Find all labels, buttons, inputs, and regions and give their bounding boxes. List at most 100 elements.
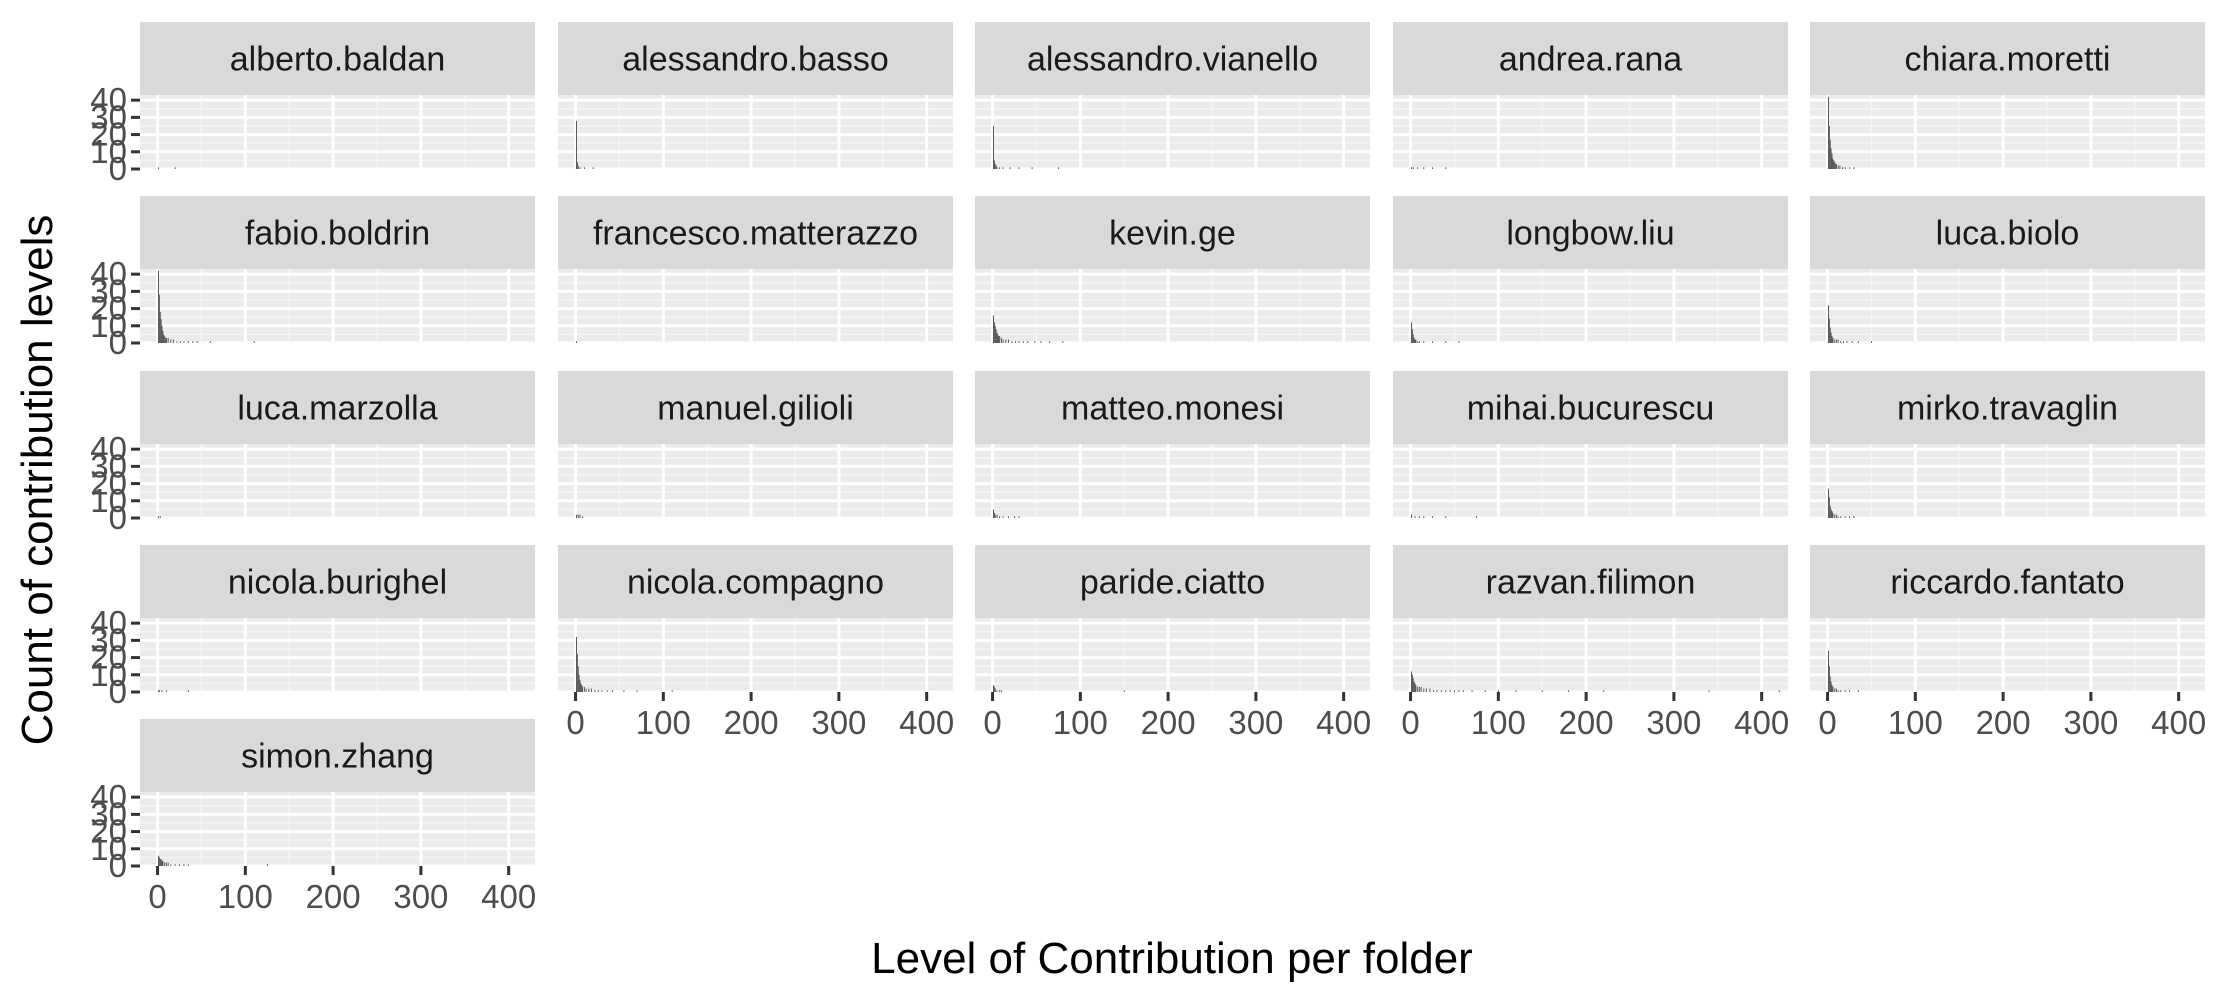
x-axis-title: Level of Contribution per folder bbox=[871, 934, 1473, 983]
histogram-bar bbox=[1432, 341, 1434, 343]
histogram-bar bbox=[995, 165, 997, 169]
facet-strip bbox=[1810, 545, 2205, 618]
facet-strip-label: andrea.rana bbox=[1499, 41, 1682, 79]
histogram-bar bbox=[1831, 685, 1833, 692]
facet-strip bbox=[558, 545, 953, 618]
histogram-bar bbox=[999, 336, 1001, 343]
histogram-bar bbox=[1445, 516, 1447, 518]
histogram-bar bbox=[1002, 516, 1004, 518]
histogram-bar bbox=[1454, 690, 1456, 692]
panel-background bbox=[975, 269, 1370, 343]
panel-background bbox=[1393, 444, 1788, 518]
panel-background bbox=[1393, 618, 1788, 692]
y-tick-label: 20 bbox=[90, 116, 127, 153]
histogram-bar bbox=[606, 690, 608, 692]
histogram-bar bbox=[159, 312, 161, 343]
x-tick-label: 400 bbox=[2151, 704, 2206, 741]
histogram-bar bbox=[1871, 341, 1873, 343]
histogram-bar bbox=[160, 318, 162, 343]
histogram-bar bbox=[1831, 336, 1833, 343]
histogram-bar bbox=[1840, 341, 1842, 343]
y-tick-label: 30 bbox=[90, 272, 127, 309]
histogram-bar bbox=[1831, 511, 1833, 518]
panel-background bbox=[975, 618, 1370, 692]
panel-background bbox=[140, 618, 535, 692]
panel-background bbox=[1810, 269, 2205, 343]
histogram-bar bbox=[994, 514, 996, 518]
histogram-bar bbox=[575, 514, 577, 518]
histogram-bar bbox=[1411, 674, 1413, 692]
x-tick-label: 100 bbox=[636, 704, 691, 741]
histogram-bar bbox=[1835, 514, 1837, 518]
histogram-bar bbox=[1828, 666, 1830, 692]
histogram-bar bbox=[1057, 167, 1059, 169]
histogram-bar bbox=[1832, 337, 1834, 343]
histogram-bar bbox=[157, 516, 159, 518]
facet-strip bbox=[975, 196, 1370, 269]
histogram-bar bbox=[583, 167, 585, 169]
facet-panel: manuel.gilioli bbox=[558, 371, 953, 520]
histogram-bar bbox=[158, 857, 160, 866]
facet-panel: chiara.moretti bbox=[1810, 22, 2205, 171]
histogram-bar bbox=[1449, 690, 1451, 692]
histogram-bar bbox=[1849, 167, 1851, 169]
histogram-bar bbox=[1829, 139, 1831, 169]
histogram-bar bbox=[1123, 690, 1125, 692]
histogram-bar bbox=[1835, 339, 1837, 343]
histogram-bar bbox=[174, 864, 176, 866]
x-tick-label: 300 bbox=[811, 704, 866, 741]
facet-strip-label: kevin.ge bbox=[1109, 215, 1236, 253]
histogram-bar bbox=[996, 332, 998, 343]
histogram-bar bbox=[1410, 167, 1412, 169]
x-tick-label: 200 bbox=[1141, 704, 1196, 741]
facet-strip-label: luca.marzolla bbox=[237, 390, 437, 428]
facet-strip bbox=[558, 22, 953, 95]
facet-panel: matteo.monesi bbox=[975, 371, 1370, 520]
y-tick-label: 30 bbox=[90, 795, 127, 832]
histogram-bar bbox=[159, 516, 161, 518]
histogram-bar bbox=[1049, 341, 1051, 343]
histogram-bar bbox=[1417, 686, 1419, 692]
histogram-bar bbox=[581, 685, 583, 692]
histogram-bar bbox=[1414, 683, 1416, 692]
facet-strip bbox=[1810, 22, 2205, 95]
histogram-bar bbox=[1423, 341, 1425, 343]
y-tick-label: 20 bbox=[90, 465, 127, 502]
facet-strip-label: razvan.filimon bbox=[1486, 564, 1696, 602]
histogram-bar bbox=[1445, 341, 1447, 343]
facet-strip-label: mirko.travaglin bbox=[1897, 390, 2118, 428]
histogram-bar bbox=[1440, 690, 1442, 692]
histogram-bar bbox=[1840, 690, 1842, 692]
y-tick-label: 0 bbox=[109, 847, 127, 884]
histogram-bar bbox=[1062, 341, 1064, 343]
facet-strip-label: alessandro.basso bbox=[622, 41, 889, 79]
histogram-bar bbox=[165, 690, 167, 692]
x-tick-label: 300 bbox=[1646, 704, 1701, 741]
histogram-bar bbox=[1436, 690, 1438, 692]
histogram-bar bbox=[1423, 167, 1425, 169]
x-tick-label: 0 bbox=[1818, 704, 1836, 741]
histogram-bar bbox=[1458, 690, 1460, 692]
histogram-bar bbox=[1840, 516, 1842, 518]
facet-panel: paride.ciatto 0 100 200 300 400 bbox=[975, 545, 1371, 741]
histogram-bar bbox=[1827, 488, 1829, 518]
histogram-bar bbox=[1412, 334, 1414, 343]
histogram-bar bbox=[1410, 514, 1412, 518]
histogram-bar bbox=[583, 686, 585, 692]
histogram-bar bbox=[1007, 339, 1009, 343]
x-tick-label: 400 bbox=[899, 704, 954, 741]
histogram-bar bbox=[1005, 339, 1007, 343]
histogram-bar bbox=[995, 329, 997, 343]
histogram-bar bbox=[161, 690, 163, 692]
histogram-bar bbox=[1027, 341, 1029, 343]
facet-strip-label: matteo.monesi bbox=[1061, 390, 1284, 428]
facet-strip-label: nicola.burighel bbox=[228, 564, 447, 602]
histogram-bar bbox=[1849, 516, 1851, 518]
histogram-bar bbox=[994, 163, 996, 169]
y-tick-label: 20 bbox=[90, 290, 127, 327]
histogram-bar bbox=[999, 690, 1001, 692]
histogram-bar bbox=[1828, 497, 1830, 518]
histogram-bar bbox=[158, 294, 160, 343]
